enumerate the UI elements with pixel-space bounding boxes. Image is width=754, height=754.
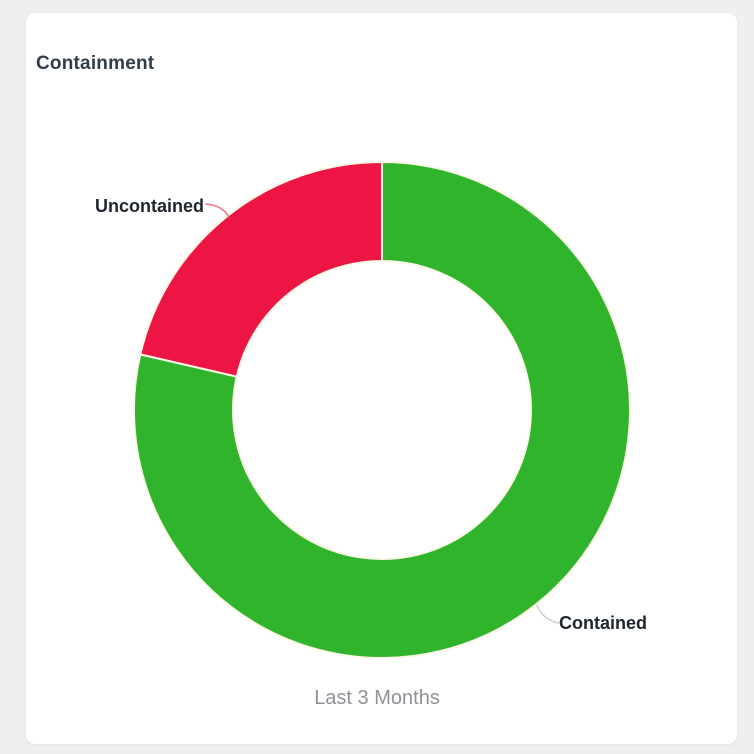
slice-label-contained: Contained — [559, 613, 647, 633]
card-title: Containment — [36, 53, 155, 74]
donut-slice-uncontained[interactable] — [139, 160, 383, 378]
leader-line-uncontained — [205, 203, 230, 218]
slice-label-uncontained: Uncontained — [94, 196, 204, 216]
chart-period-label: Last 3 Months — [314, 687, 440, 709]
donut-slice-contained[interactable] — [133, 160, 631, 659]
leader-line-contained — [536, 604, 559, 624]
